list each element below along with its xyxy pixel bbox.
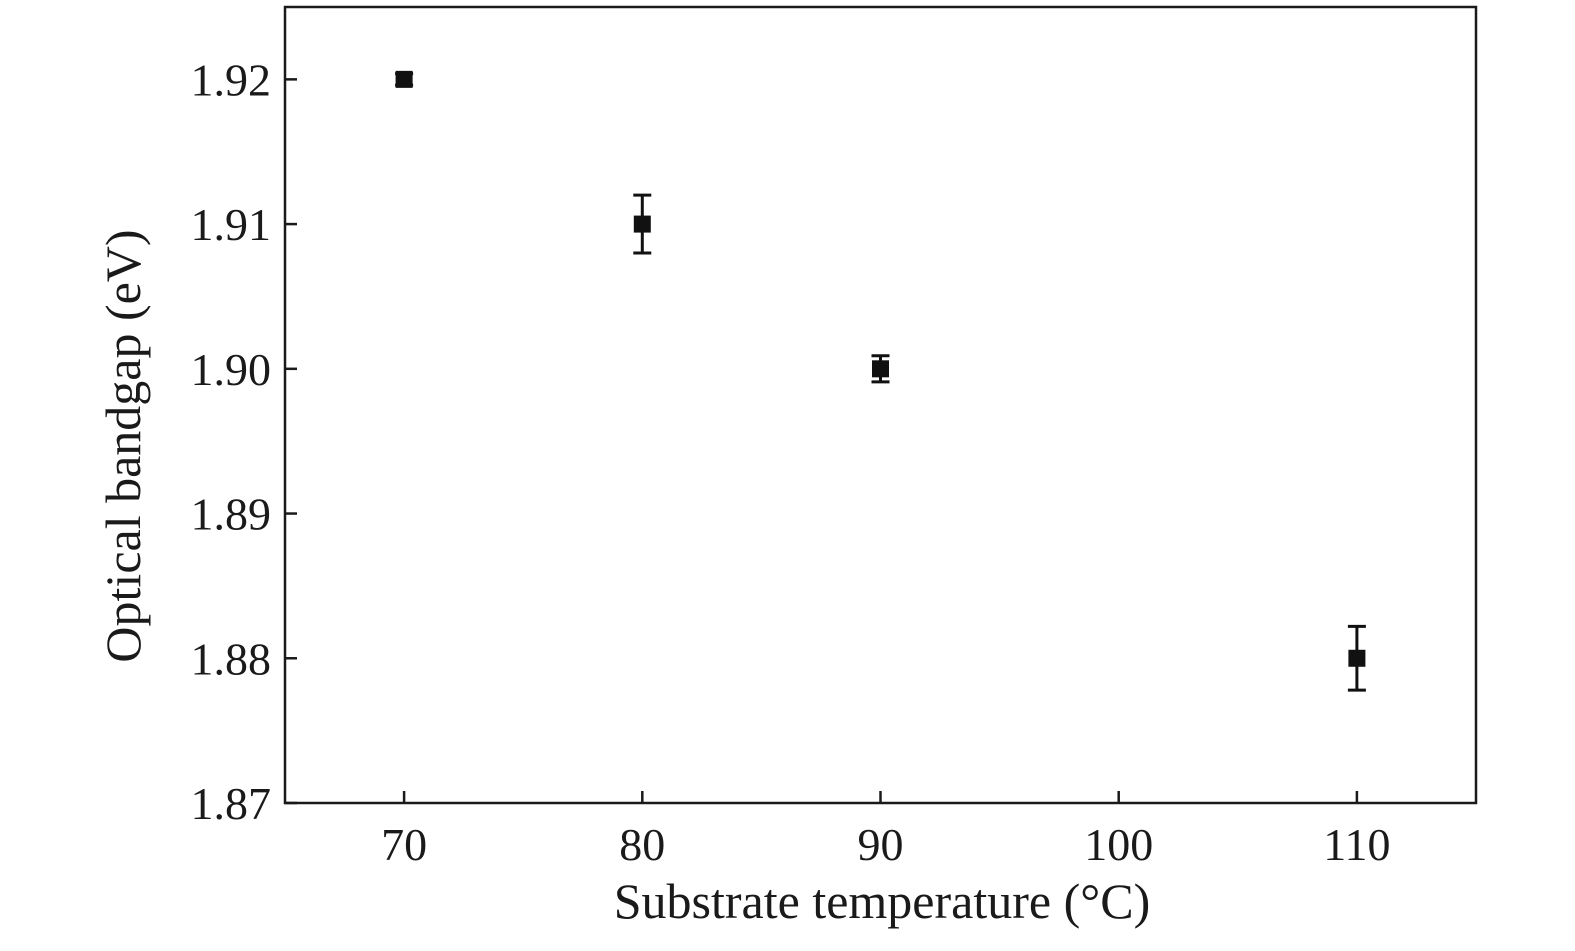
y-tick-label: 1.92 (191, 54, 272, 105)
x-axis-tick-labels: 70 80 90 100 110 (381, 819, 1390, 870)
x-axis-ticks (402, 791, 1359, 803)
x-tick-label: 90 (858, 819, 904, 870)
plot-frame (283, 5, 1478, 805)
y-axis-tick-labels: 1.87 1.88 1.89 1.90 1.91 1.92 (191, 54, 272, 829)
x-tick-label: 110 (1323, 819, 1390, 870)
data-points (395, 70, 1366, 692)
x-axis-title: Substrate temperature (°C) (614, 873, 1150, 929)
y-axis-title: Optical bandgap (eV) (95, 229, 151, 662)
y-tick-label: 1.88 (191, 633, 272, 684)
y-tick-label: 1.90 (191, 344, 272, 395)
x-tick-label: 80 (619, 819, 665, 870)
data-point (395, 70, 413, 88)
y-tick-label: 1.89 (191, 489, 272, 540)
y-tick-label: 1.91 (191, 199, 272, 250)
x-tick-label: 100 (1084, 819, 1153, 870)
data-point (1348, 649, 1366, 667)
x-tick-label: 70 (381, 819, 427, 870)
y-axis-ticks (285, 78, 297, 805)
data-point (872, 360, 889, 378)
y-tick-label: 1.87 (191, 778, 272, 829)
data-point (633, 215, 651, 233)
